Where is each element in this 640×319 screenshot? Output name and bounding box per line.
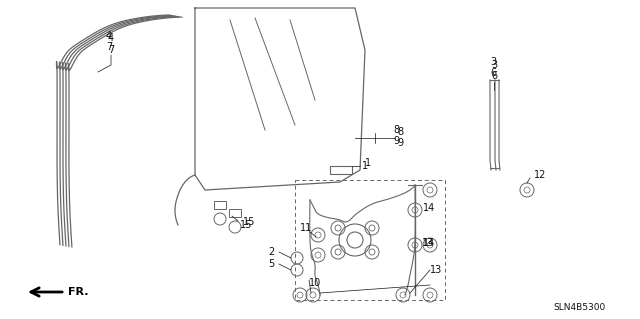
Text: 15: 15: [240, 220, 252, 230]
Text: 9: 9: [397, 138, 403, 148]
Text: 6: 6: [490, 68, 496, 78]
Text: 1: 1: [362, 161, 368, 171]
Text: 2: 2: [268, 247, 275, 257]
Text: 13: 13: [422, 238, 435, 248]
Text: 8: 8: [393, 125, 399, 135]
Text: SLN4B5300: SLN4B5300: [554, 303, 606, 313]
Text: 12: 12: [534, 170, 547, 180]
Text: 7: 7: [108, 45, 115, 55]
Text: 5: 5: [268, 259, 275, 269]
Text: 1: 1: [365, 158, 371, 168]
FancyBboxPatch shape: [330, 166, 352, 174]
Text: 13: 13: [430, 265, 442, 275]
Text: 14: 14: [423, 238, 435, 248]
Text: 3: 3: [490, 57, 496, 67]
Text: 10: 10: [309, 278, 321, 288]
Text: 15: 15: [243, 217, 255, 227]
Text: 11: 11: [300, 223, 312, 233]
Text: 8: 8: [397, 127, 403, 137]
Text: 14: 14: [423, 203, 435, 213]
Text: 4: 4: [106, 31, 112, 41]
FancyBboxPatch shape: [229, 209, 241, 217]
Text: 4: 4: [108, 33, 114, 43]
Text: 7: 7: [106, 42, 112, 52]
Text: 9: 9: [393, 136, 399, 146]
Text: 3: 3: [491, 60, 497, 70]
Text: FR.: FR.: [68, 287, 88, 297]
FancyBboxPatch shape: [214, 201, 226, 209]
Text: 6: 6: [491, 71, 497, 81]
